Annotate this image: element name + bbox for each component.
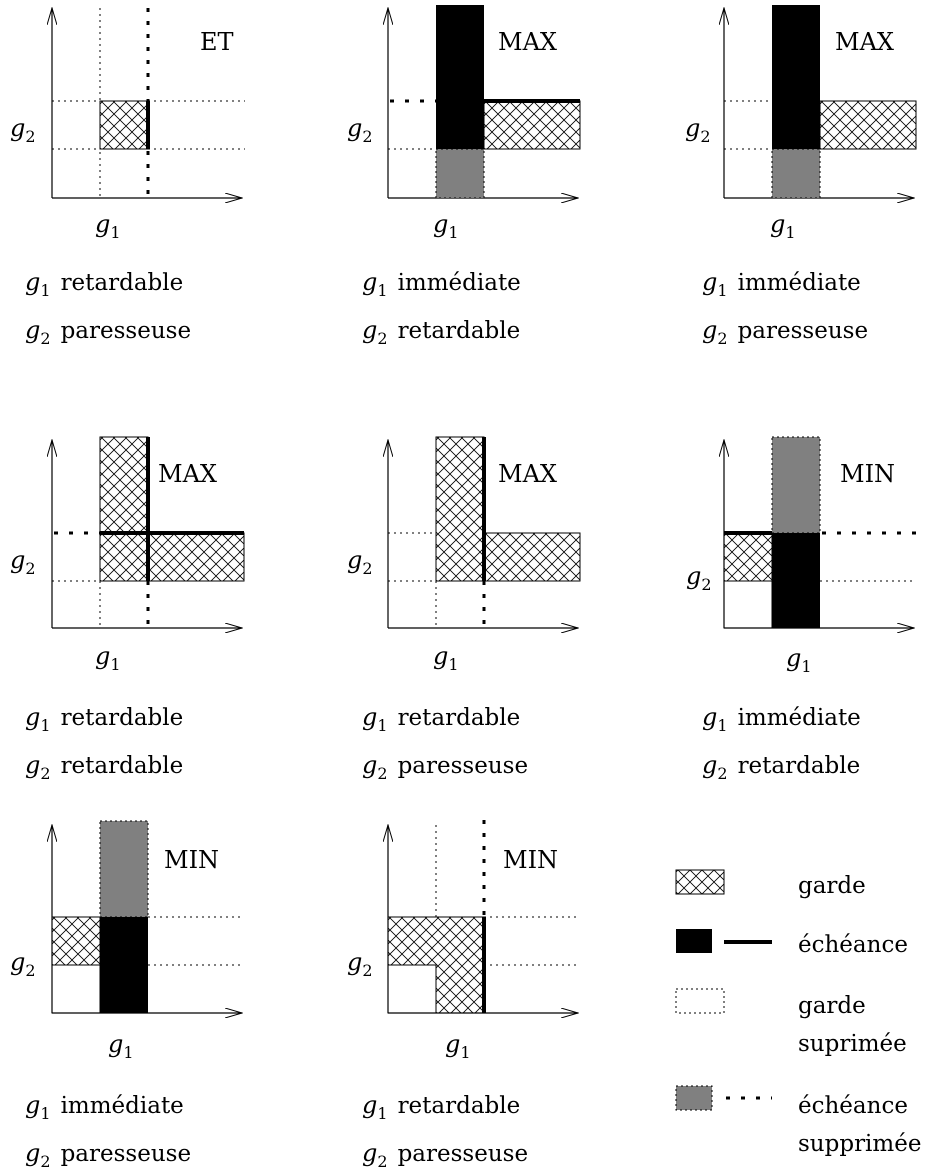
deadline-area — [772, 5, 820, 149]
legend-guard-removed-swatch — [675, 988, 725, 1014]
x-axis-label: g1 — [786, 644, 812, 676]
x-axis-label: g1 — [770, 210, 796, 242]
operator-label: MAX — [158, 460, 217, 488]
caption-line-2: g2 paresseuse — [702, 316, 868, 348]
caption-line-1: g1 immédiate — [702, 268, 861, 300]
guard-area — [435, 436, 485, 582]
guide-lines — [52, 580, 101, 628]
y-axis-label: g2 — [10, 948, 36, 980]
guide-lines — [388, 532, 437, 628]
guard-area — [819, 100, 917, 150]
plain-area — [387, 964, 437, 1014]
guard-area — [387, 916, 485, 1014]
legend-guard-removed-label-1: garde — [798, 993, 866, 1019]
deadline-removed-area — [771, 148, 821, 199]
legend-deadline: échéance — [676, 929, 908, 958]
guard-area — [483, 100, 581, 150]
panel-5: MAX g2 g1 g1 retardable g2 paresseuse — [347, 436, 581, 783]
caption-line-1: g1 retardable — [25, 268, 183, 300]
operator-label: MAX — [498, 28, 557, 56]
y-axis-label: g2 — [10, 114, 36, 146]
caption-line-2: g2 retardable — [702, 751, 860, 783]
panel-8: MIN g2 g1 g1 retardable g2 paresseuse — [347, 820, 578, 1171]
x-axis-label: g1 — [95, 210, 121, 242]
x-axis-label: g1 — [445, 1030, 471, 1062]
plain-area — [723, 580, 773, 629]
panel-6: MIN g2 g1 g1 immédiate g2 retardable — [686, 436, 918, 783]
legend-guard: garde — [675, 869, 866, 899]
legend: garde échéance garde suprimée échéance s… — [675, 869, 921, 1157]
y-axis-label: g2 — [686, 562, 712, 594]
panel-3: MAX g2 g1 g1 immédiate g2 paresseuse — [685, 5, 917, 348]
y-axis-label: g2 — [10, 546, 36, 578]
plain-area — [51, 964, 101, 1014]
deadline-area — [100, 917, 148, 1013]
x-axis-label: g1 — [95, 642, 121, 674]
operator-label: MIN — [503, 846, 558, 874]
caption-line-2: g2 retardable — [25, 751, 183, 783]
y-axis-label: g2 — [347, 114, 373, 146]
operator-label: MIN — [840, 460, 895, 488]
deadline-removed-area — [99, 820, 149, 918]
legend-guard-removed-label-2: suprimée — [798, 1031, 907, 1057]
operator-label: ET — [200, 28, 234, 56]
x-axis-label: g1 — [108, 1030, 134, 1062]
guard-area — [483, 532, 581, 582]
caption-line-2: g2 paresseuse — [25, 316, 191, 348]
legend-deadline-removed-label-1: échéance — [798, 1093, 908, 1119]
panel-7: MIN g2 g1 g1 immédiate g2 paresseuse — [10, 820, 242, 1171]
guard-area — [99, 436, 149, 582]
operator-label: MIN — [164, 846, 219, 874]
caption-line-2: g2 paresseuse — [25, 1139, 191, 1171]
caption-line-1: g1 immédiate — [362, 268, 521, 300]
legend-guard-swatch — [675, 869, 725, 895]
y-axis-label: g2 — [347, 948, 373, 980]
axes — [52, 440, 242, 628]
caption-line-1: g1 immédiate — [702, 703, 861, 735]
legend-deadline-removed: échéance supprimée — [675, 1085, 921, 1157]
caption-line-1: g1 retardable — [362, 703, 520, 735]
guard-area — [51, 916, 101, 966]
panel-4: MAX g2 g1 g1 retardable g2 retardable — [10, 436, 245, 783]
x-axis-label: g1 — [433, 210, 459, 242]
guide-lines — [724, 100, 772, 150]
deadline-removed-area — [435, 148, 485, 199]
caption-line-1: g1 retardable — [362, 1091, 520, 1123]
guard-area — [99, 100, 149, 150]
legend-guard-removed: garde suprimée — [675, 988, 907, 1057]
operator-label: MAX — [835, 28, 894, 56]
deadline-removed-area — [771, 436, 821, 534]
guide-lines — [148, 916, 240, 966]
deadline-area — [772, 533, 820, 628]
legend-deadline-removed-label-2: supprimée — [798, 1131, 921, 1157]
caption-line-2: g2 paresseuse — [362, 1139, 528, 1171]
y-axis-label: g2 — [347, 546, 373, 578]
caption-line-2: g2 retardable — [362, 316, 520, 348]
legend-deadline-swatch — [676, 929, 712, 953]
caption-line-2: g2 paresseuse — [362, 751, 528, 783]
caption-line-1: g1 immédiate — [25, 1091, 184, 1123]
guard-area — [147, 532, 245, 582]
axes — [52, 8, 242, 198]
legend-deadline-label: échéance — [798, 932, 908, 958]
legend-guard-label: garde — [798, 873, 866, 899]
guard-area — [723, 532, 773, 582]
x-axis-label: g1 — [433, 642, 459, 674]
axes — [388, 440, 578, 628]
operator-label: MAX — [498, 460, 557, 488]
panel-2: MAX g2 g1 g1 immédiate g2 retardable — [347, 5, 581, 348]
panel-1: ET g2 g1 g1 retardable g2 paresseuse — [10, 8, 245, 348]
deadline-area — [436, 5, 484, 149]
caption-line-1: g1 retardable — [25, 703, 183, 735]
y-axis-label: g2 — [685, 114, 711, 146]
legend-deadline-removed-swatch — [675, 1085, 713, 1111]
